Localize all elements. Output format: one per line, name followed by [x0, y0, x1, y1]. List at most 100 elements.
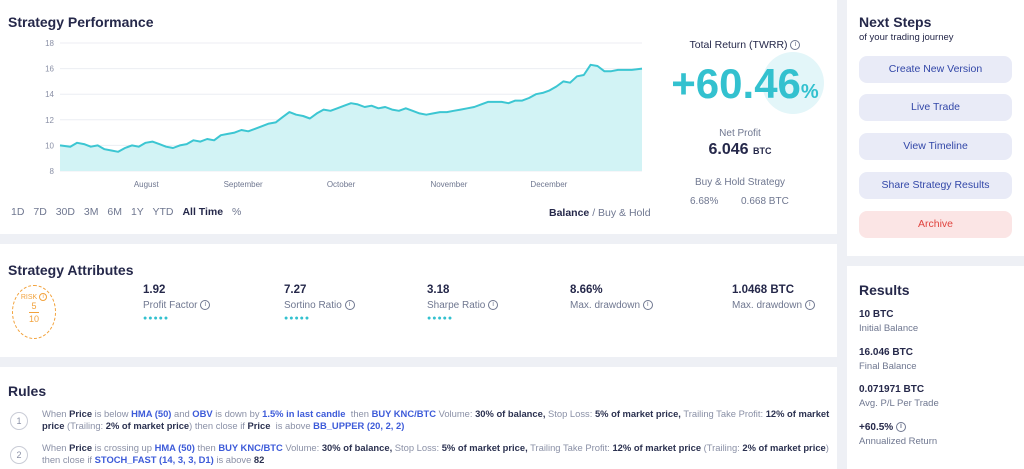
result-value: 10 BTC [859, 309, 894, 320]
total-return-label-row: Total Return (TWRR) i [655, 39, 835, 51]
x-tick-label: December [530, 180, 567, 189]
buyhold-option[interactable]: Buy & Hold [598, 207, 651, 219]
strategy-attributes-card: Strategy Attributes RISK i 5 10 1.92 Pro… [0, 244, 837, 357]
attr-profit-factor: 1.92 Profit Factor i ●●●●● [143, 284, 211, 322]
performance-chart: 8 10 12 14 16 18 August September October Novembe… [45, 39, 643, 189]
info-icon[interactable]: i [804, 300, 815, 311]
performance-title: Strategy Performance [8, 14, 154, 30]
risk-value: 5 [31, 301, 37, 311]
period-percent[interactable]: % [232, 206, 242, 218]
result-value: 16.046 BTC [859, 347, 913, 358]
balance-buyhold-toggle: Balance / Buy & Hold [549, 207, 651, 219]
buyhold-percent: 6.68% [690, 196, 719, 207]
info-icon[interactable]: i [344, 300, 355, 311]
result-annualized-return: +60.5% i Annualized Return [859, 422, 937, 447]
total-return-value-row: +60.46% [655, 60, 835, 116]
risk-info-icon[interactable]: i [39, 293, 48, 301]
period-selector: 1D 7D 30D 3M 6M 1Y YTD All Time % [11, 206, 247, 218]
x-tick-label: October [327, 180, 356, 189]
toggle-separator: / [592, 207, 599, 219]
info-icon[interactable]: i [200, 300, 211, 311]
attributes-title: Strategy Attributes [8, 262, 134, 278]
x-tick-label: November [430, 180, 467, 189]
period-30d[interactable]: 30D [55, 206, 75, 218]
buyhold-strategy-label: Buy & Hold Strategy [694, 177, 786, 188]
result-label: Initial Balance [859, 323, 919, 334]
attr-sharpe-ratio: 3.18 Sharpe Ratio i ●●●●● [427, 284, 499, 322]
attr-label: Sharpe Ratio [427, 300, 486, 311]
attr-label-row: Sortino Ratio i [284, 300, 355, 311]
period-1y[interactable]: 1Y [130, 206, 144, 218]
info-icon[interactable]: i [790, 40, 801, 51]
attr-label: Profit Factor [143, 300, 198, 311]
period-ytd[interactable]: YTD [152, 206, 174, 218]
balance-area [60, 64, 642, 171]
result-value-row: +60.5% i [859, 422, 937, 433]
info-icon[interactable]: i [895, 422, 906, 433]
live-trade-button[interactable]: Live Trade [859, 94, 1012, 121]
y-tick-label: 10 [45, 141, 54, 150]
risk-max: 10 [28, 314, 39, 324]
period-all-time[interactable]: All Time [182, 206, 224, 218]
rating-dots: ●●●●● [284, 315, 311, 322]
create-new-version-button[interactable]: Create New Version [859, 56, 1012, 83]
info-icon[interactable]: i [642, 300, 653, 311]
result-final-balance: 16.046 BTC Final Balance [859, 347, 917, 372]
y-tick-label: 14 [45, 90, 54, 99]
period-1d[interactable]: 1D [11, 206, 25, 218]
risk-label: RISK [20, 293, 38, 301]
rules-card: Rules 1 When Price is below HMA (50) and… [0, 367, 837, 469]
period-7d[interactable]: 7D [33, 206, 47, 218]
info-icon[interactable]: i [488, 300, 499, 311]
rule-text: When Price is crossing up HMA (50) then … [42, 442, 829, 465]
result-label: Annualized Return [859, 436, 938, 447]
y-tick-label: 18 [45, 39, 54, 48]
attr-label-row: Max. drawdown i [570, 300, 653, 311]
rule-number: 2 [10, 446, 28, 464]
attr-max-drawdown-pct: 8.66% Max. drawdown i [570, 284, 653, 311]
result-value: 0.071971 BTC [859, 384, 925, 395]
attr-label: Sortino Ratio [284, 300, 342, 311]
net-profit-value: 6.046 [708, 141, 749, 158]
net-profit-label: Net Profit [719, 128, 761, 139]
x-tick-label: August [134, 180, 160, 189]
attr-value: 3.18 [427, 284, 450, 296]
rules-title: Rules [8, 383, 47, 399]
y-tick-label: 8 [50, 167, 55, 176]
archive-button[interactable]: Archive [859, 211, 1012, 238]
period-6m[interactable]: 6M [107, 206, 123, 218]
rule-number: 1 [10, 412, 28, 430]
attr-label-row: Sharpe Ratio i [427, 300, 499, 311]
attr-label-row: Profit Factor i [143, 300, 211, 311]
result-initial-balance: 10 BTC Initial Balance [859, 309, 918, 334]
rating-dots: ●●●●● [143, 315, 170, 322]
result-label: Final Balance [859, 361, 917, 372]
attr-value: 7.27 [284, 284, 307, 296]
strategy-performance-card: Strategy Performance 8 10 12 14 16 18 August Se… [0, 0, 837, 234]
y-tick-label: 12 [45, 116, 54, 125]
results-title: Results [859, 282, 910, 298]
period-3m[interactable]: 3M [83, 206, 99, 218]
attr-max-drawdown-btc: 1.0468 BTC Max. drawdown i [732, 284, 815, 311]
next-steps-card: Next Steps of your trading journey Creat… [847, 0, 1024, 256]
result-value: +60.5% [859, 422, 894, 433]
balance-line [59, 63, 643, 153]
view-timeline-button[interactable]: View Timeline [859, 133, 1012, 160]
results-card: Results 10 BTC Initial Balance 16.046 BT… [847, 266, 1024, 469]
balance-option[interactable]: Balance [549, 207, 590, 219]
share-strategy-results-button[interactable]: Share Strategy Results [859, 172, 1012, 199]
next-steps-subtitle: of your trading journey [859, 32, 954, 43]
rating-dots: ●●●●● [427, 315, 454, 322]
attr-label: Max. drawdown [732, 300, 803, 311]
return-glow-decoration [762, 52, 824, 114]
rule-text: When Price is below HMA (50) and OBV is … [42, 408, 830, 431]
total-return-value: +60.46 [671, 60, 801, 107]
risk-divider [29, 312, 39, 313]
risk-label-row: RISK i [13, 293, 55, 301]
net-profit-row: 6.046 BTC [655, 141, 825, 159]
attr-value: 1.92 [143, 284, 166, 296]
result-avg-pl: 0.071971 BTC Avg. P/L Per Trade [859, 384, 939, 409]
attr-value: 8.66% [570, 284, 603, 296]
attr-label: Max. drawdown [570, 300, 641, 311]
buyhold-btc: 0.668 BTC [741, 196, 789, 207]
